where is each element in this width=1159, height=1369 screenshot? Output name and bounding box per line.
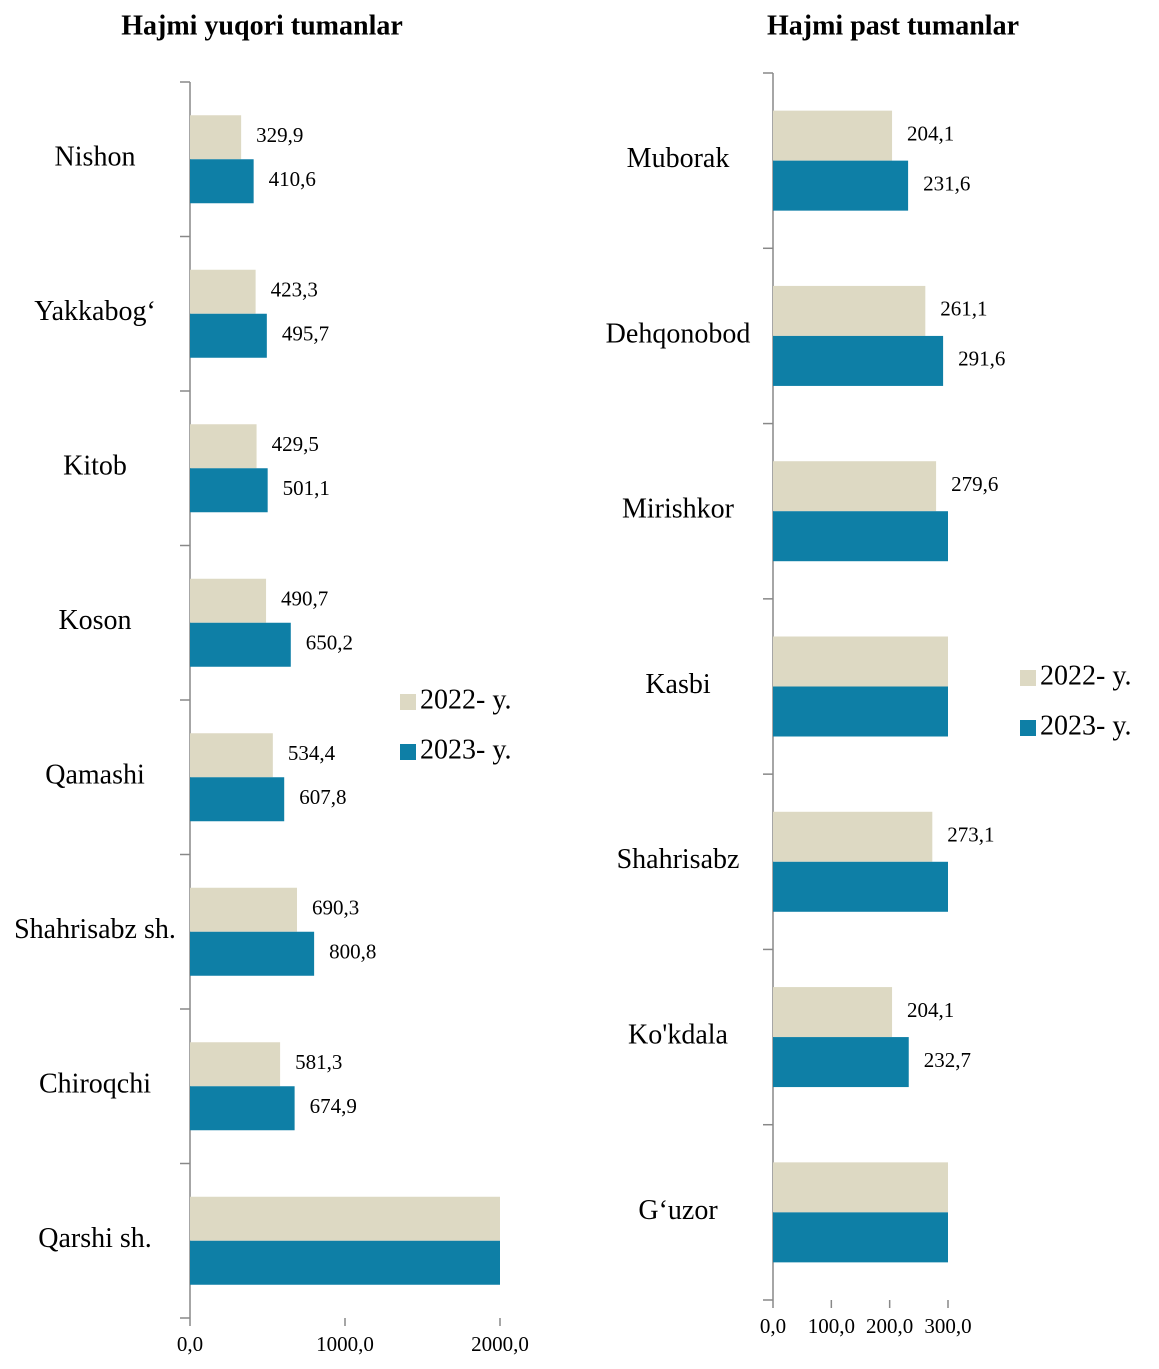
category-label: Mirishkor — [622, 494, 735, 525]
category-label: Shahrisabz sh. — [14, 914, 176, 945]
legend-swatch — [1020, 720, 1036, 736]
bar — [190, 1196, 500, 1241]
data-label: 423,3 — [271, 278, 318, 302]
x-tick-label: 300,0 — [924, 1314, 971, 1338]
chart-title: Hajmi yuqori tumanlar — [121, 10, 403, 41]
x-tick-label: 200,0 — [866, 1314, 913, 1338]
bar — [773, 686, 948, 737]
x-tick-label: 1000,0 — [316, 1332, 374, 1356]
bar — [190, 313, 267, 358]
category-label: Qarshi sh. — [38, 1223, 152, 1254]
legend-swatch — [400, 694, 416, 710]
legend-label: 2022- y. — [1040, 660, 1132, 691]
data-label: 674,9 — [310, 1094, 357, 1118]
bar — [190, 733, 273, 778]
bar — [773, 160, 909, 211]
category-label: Kasbi — [645, 669, 711, 700]
category-label: G‘uzor — [638, 1195, 718, 1226]
data-label: 534,4 — [288, 741, 336, 765]
x-tick-label: 0,0 — [177, 1332, 203, 1356]
bar — [773, 1162, 948, 1213]
bar — [190, 115, 242, 160]
category-label: Koson — [58, 605, 131, 636]
bar — [773, 110, 893, 161]
data-label: 800,8 — [329, 940, 376, 964]
category-label: Shahrisabz — [617, 844, 740, 875]
data-label: 291,6 — [958, 347, 1005, 371]
data-label: 273,1 — [947, 823, 994, 847]
data-label: 490,7 — [281, 587, 328, 611]
data-label: 204,1 — [907, 998, 954, 1022]
bar — [773, 987, 893, 1038]
bar — [190, 269, 256, 314]
legend-label: 2022- y. — [420, 684, 512, 715]
bar — [773, 1037, 909, 1088]
bar — [773, 511, 948, 562]
bar — [190, 777, 285, 822]
data-label: 690,3 — [312, 896, 359, 920]
data-label: 231,6 — [923, 171, 970, 195]
bar — [190, 622, 291, 667]
data-label: 261,1 — [940, 297, 987, 321]
data-label: 279,6 — [951, 472, 998, 496]
legend-label: 2023- y. — [420, 734, 512, 765]
x-tick-label: 100,0 — [808, 1314, 855, 1338]
category-label: Chiroqchi — [39, 1069, 151, 1100]
data-label: 329,9 — [256, 123, 303, 147]
bar — [190, 1042, 281, 1087]
data-label: 204,1 — [907, 121, 954, 145]
bar — [773, 1212, 948, 1263]
category-label: Ko'kdala — [628, 1019, 728, 1050]
x-tick-label: 0,0 — [760, 1314, 786, 1338]
x-tick-label: 2000,0 — [471, 1332, 529, 1356]
bar — [773, 811, 933, 862]
data-label: 581,3 — [295, 1050, 342, 1074]
category-label: Dehqonobod — [606, 318, 751, 349]
data-label: 607,8 — [299, 785, 346, 809]
bar — [773, 335, 944, 386]
chart-title: Hajmi past tumanlar — [767, 10, 1019, 41]
bar — [773, 861, 948, 912]
legend-swatch — [1020, 670, 1036, 686]
category-label: Muborak — [627, 143, 730, 174]
bar — [190, 159, 254, 204]
bar — [190, 424, 257, 469]
bar — [190, 1086, 295, 1131]
data-label: 429,5 — [272, 432, 319, 456]
data-label: 501,1 — [283, 476, 330, 500]
legend-swatch — [400, 744, 416, 760]
bar — [773, 636, 948, 687]
category-label: Kitob — [63, 451, 127, 482]
bar — [773, 285, 926, 336]
legend-label: 2023- y. — [1040, 710, 1132, 741]
data-label: 232,7 — [924, 1048, 971, 1072]
data-label: 410,6 — [269, 167, 316, 191]
category-label: Yakkabog‘ — [34, 296, 156, 327]
bar — [190, 468, 268, 513]
category-label: Nishon — [55, 142, 136, 173]
bar — [190, 1240, 500, 1285]
bar — [190, 931, 315, 976]
data-label: 495,7 — [282, 322, 329, 346]
data-label: 650,2 — [306, 631, 353, 655]
bar — [190, 578, 267, 623]
category-label: Qamashi — [45, 760, 145, 791]
bar — [773, 461, 937, 512]
bar — [190, 887, 297, 932]
